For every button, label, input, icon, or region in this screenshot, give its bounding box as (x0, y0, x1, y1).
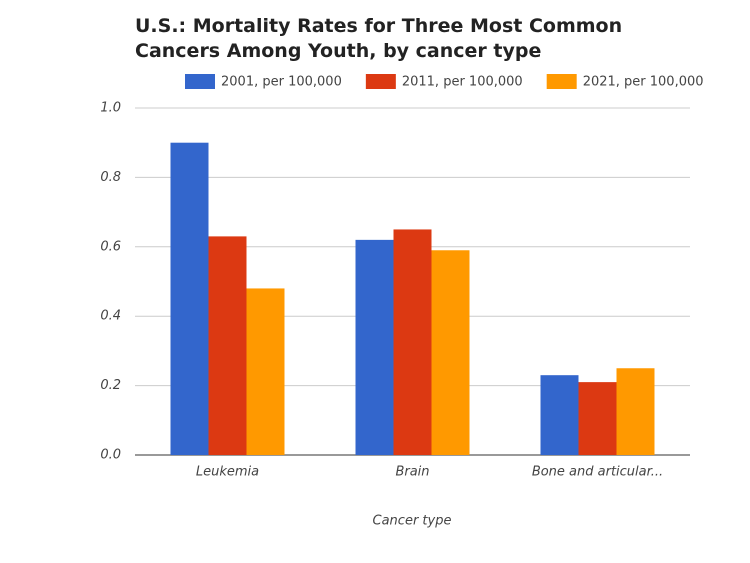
bar (540, 375, 579, 455)
x-tick-label: Bone and articular... (532, 465, 663, 480)
legend-label: 2001, per 100,000 (221, 75, 342, 90)
bar (246, 288, 285, 455)
y-tick-label: 0.2 (100, 378, 121, 393)
legend-swatch (365, 74, 396, 89)
legend-label: 2021, per 100,000 (583, 75, 704, 90)
bar (355, 239, 394, 455)
x-tick-label: Leukemia (196, 465, 259, 480)
bar (170, 142, 209, 455)
y-tick-label: 0.8 (100, 170, 121, 185)
bar (208, 236, 247, 455)
y-tick-label: 1.0 (100, 101, 121, 116)
y-tick-label: 0.6 (100, 239, 121, 254)
y-tick-label: 0.4 (100, 309, 121, 324)
chart-title: U.S.: Mortality Rates for Three Most Com… (135, 15, 623, 62)
bar (616, 368, 655, 455)
legend-swatch (185, 74, 215, 89)
x-tick-label: Brain (395, 465, 429, 480)
legend-label: 2011, per 100,000 (402, 75, 523, 90)
x-axis-label: Cancer type (373, 514, 452, 529)
legend-swatch (546, 74, 577, 89)
bar (393, 229, 432, 455)
y-tick-label: 0.0 (100, 448, 121, 463)
bar (431, 250, 470, 455)
bar (578, 382, 617, 455)
